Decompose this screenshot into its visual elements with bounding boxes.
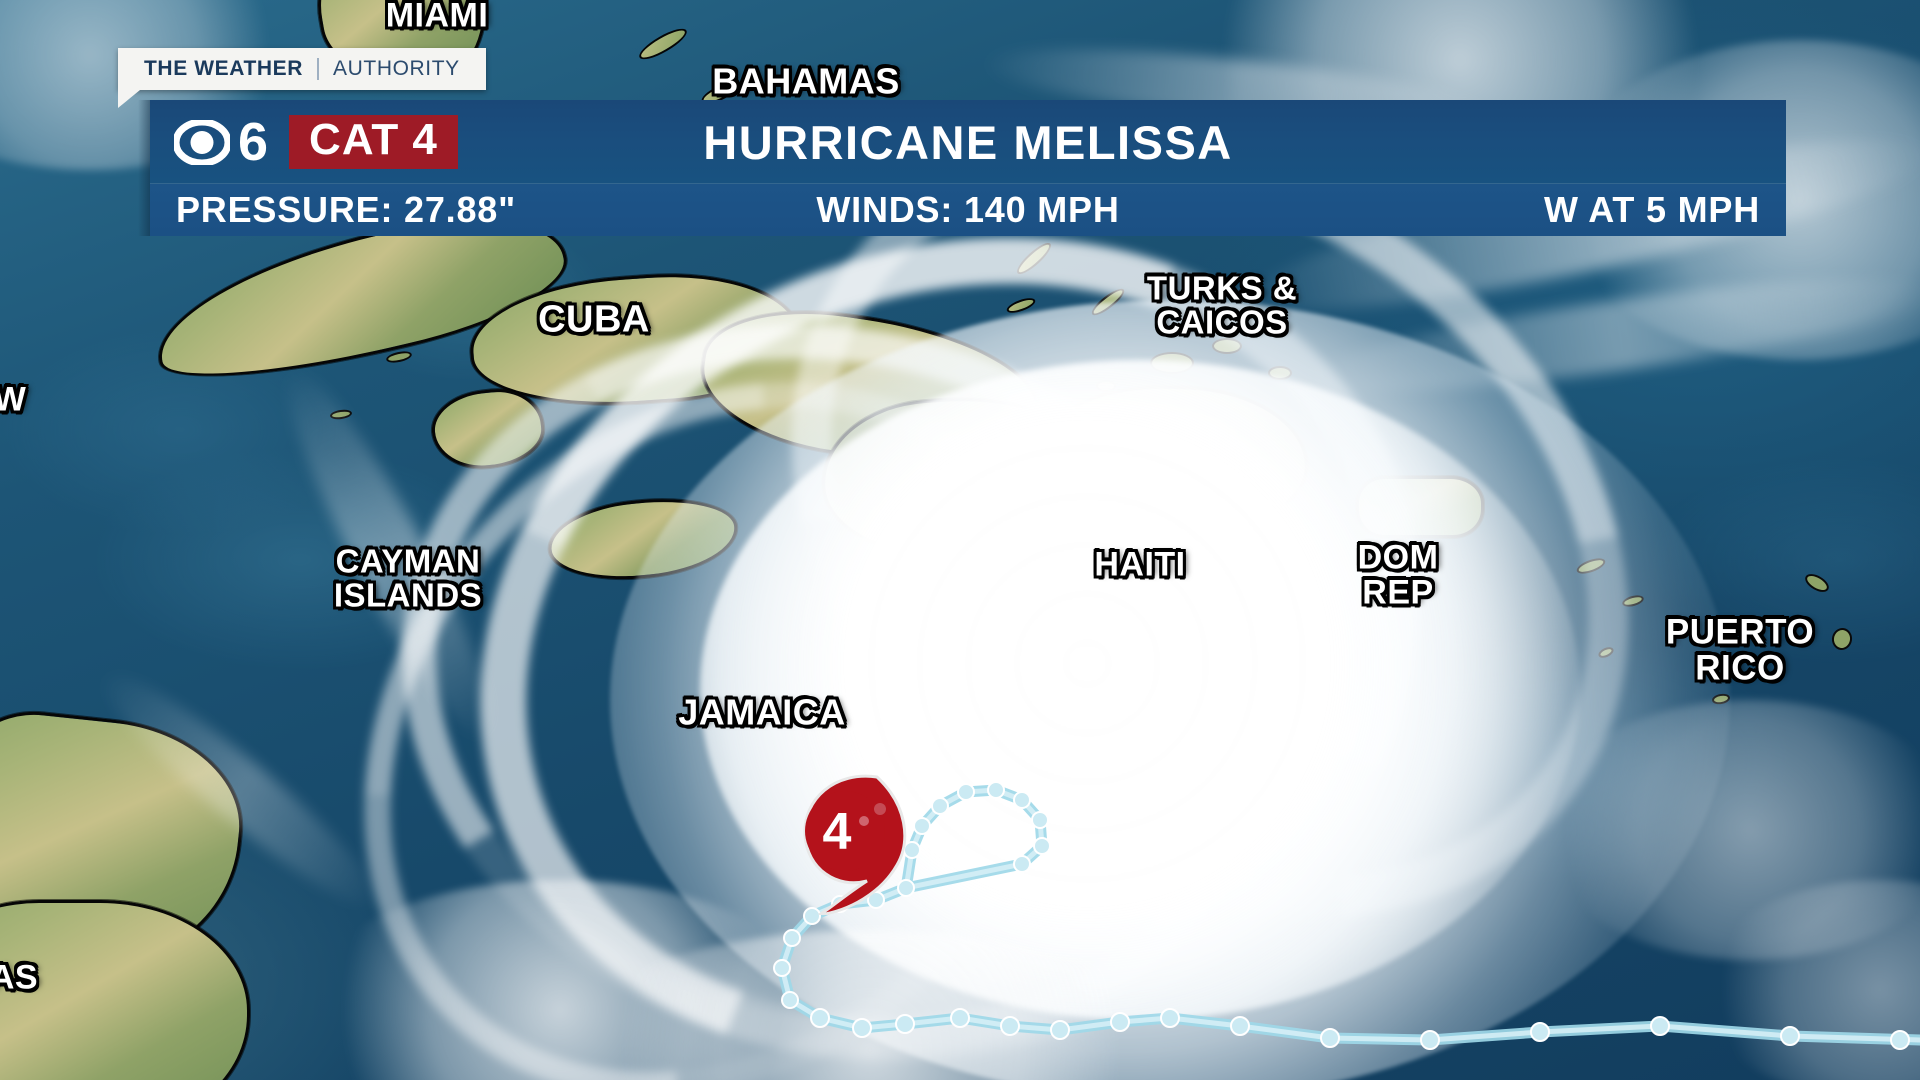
landmass-turks-caicos-isle xyxy=(1096,380,1116,392)
banner-stats-row: PRESSURE: 27.88" WINDS: 140 MPH W AT 5 M… xyxy=(150,184,1786,236)
banner-title-row: 6 CAT 4 HURRICANE MELISSA xyxy=(150,100,1786,184)
cbs-eye-icon xyxy=(174,119,230,165)
cbs-channel-number: 6 xyxy=(238,112,268,172)
stat-winds: WINDS: 140 MPH xyxy=(816,189,1120,230)
weather-authority-tab: THE WEATHER AUTHORITY xyxy=(118,48,486,108)
landmass-puerto-rico xyxy=(1356,476,1484,538)
storm-info-banner: 6 CAT 4 HURRICANE MELISSA PRESSURE: 27.8… xyxy=(138,100,1786,236)
landmass-turks-caicos-isle xyxy=(1268,366,1292,380)
category-badge: CAT 4 xyxy=(289,115,458,169)
hurricane-category-number: 4 xyxy=(823,803,852,861)
authority-divider xyxy=(317,58,320,80)
authority-strong-text: THE WEATHER xyxy=(144,57,304,80)
hurricane-symbol-icon[interactable]: 4 xyxy=(785,765,915,917)
cbs6-logo: 6 xyxy=(174,112,268,172)
landmass-turks-caicos-isle xyxy=(1212,338,1242,354)
stat-pressure: PRESSURE: 27.88" xyxy=(176,189,516,230)
stat-motion: W AT 5 MPH xyxy=(1544,189,1760,230)
authority-light-text: AUTHORITY xyxy=(333,57,460,80)
landmass-turks-caicos-isle xyxy=(1150,352,1194,374)
